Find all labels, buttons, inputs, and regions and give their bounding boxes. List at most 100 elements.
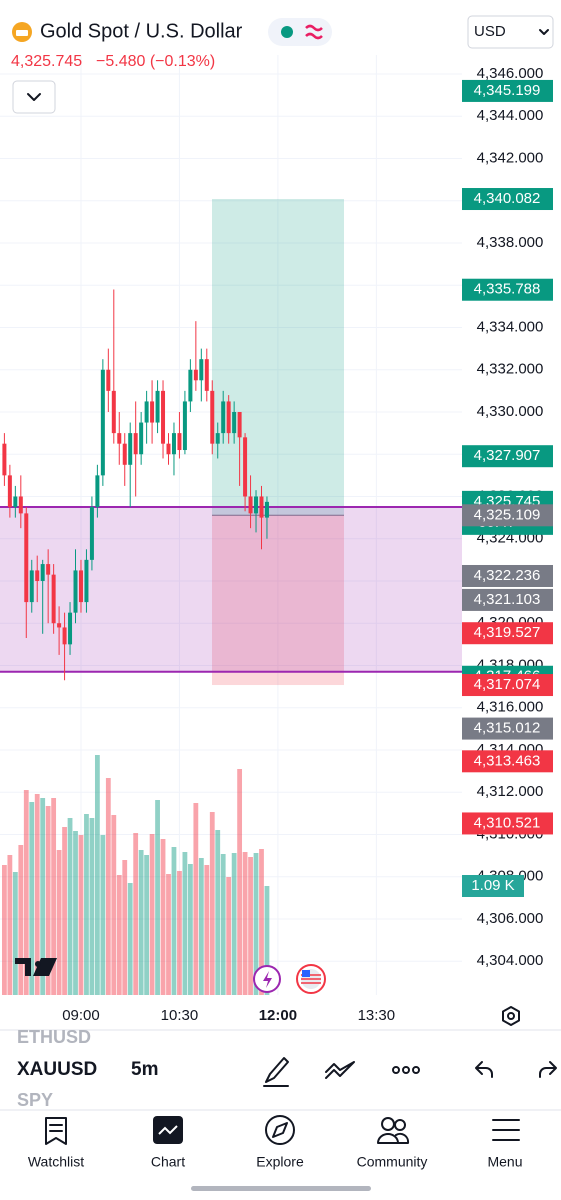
nav-label[interactable]: Menu: [487, 1154, 522, 1170]
volume-bar: [29, 802, 35, 995]
volume-bar: [204, 865, 210, 995]
redo[interactable]: [539, 1061, 557, 1078]
candle-body: [210, 390, 215, 444]
volume-bar: [226, 877, 232, 995]
target-zone: [212, 199, 344, 516]
settings-icon[interactable]: [502, 1006, 520, 1026]
x-tick-label: 12:00: [259, 1007, 297, 1024]
volume-bar: [34, 794, 40, 995]
volume-bar: [177, 871, 182, 995]
volume-bar: [45, 806, 51, 995]
volume-bar: [111, 815, 117, 995]
price-badge-label: 4,321.103: [474, 591, 541, 608]
candle-body: [13, 496, 18, 508]
price-badge: [462, 79, 553, 102]
candle-body: [68, 612, 73, 645]
price-badge-label: 4,340.082: [474, 190, 541, 207]
nav-labels: Watchlist Chart Explore Community Menu: [28, 1154, 523, 1170]
candle-body: [226, 401, 231, 434]
currency-select[interactable]: [467, 15, 554, 49]
symbol-logo-bar: [16, 30, 28, 36]
candle-body: [144, 401, 149, 423]
collapse-button[interactable]: [12, 80, 56, 114]
candle-body: [259, 496, 264, 518]
y-tick-label: 4,306.000: [477, 910, 544, 927]
tradingview-logo: [15, 958, 57, 976]
candle-body: [177, 433, 182, 451]
prev-symbol[interactable]: ETHUSD: [17, 1027, 91, 1047]
price-badge-label: 4,313.463: [474, 752, 541, 769]
price-badge: [462, 504, 553, 527]
candle-body: [133, 433, 138, 455]
candle-body: [24, 513, 29, 603]
nav-label[interactable]: Chart: [151, 1154, 185, 1170]
price-badge: [462, 717, 553, 740]
candle-body: [62, 627, 67, 645]
price-badge: [462, 812, 553, 835]
volume-bar: [67, 818, 73, 995]
candle-body: [254, 496, 259, 514]
candle-body: [264, 501, 269, 518]
candle-body: [89, 507, 94, 560]
gesture-bar: [191, 1186, 371, 1191]
volume-bar: [209, 812, 215, 995]
dot: [402, 1066, 410, 1074]
volume-bar: [89, 818, 95, 995]
symbol-title[interactable]: Gold Spot / U.S. Dollar: [40, 20, 243, 42]
candle-body: [139, 422, 144, 455]
draw-tool[interactable]: [263, 1057, 289, 1087]
nav-label[interactable]: Community: [357, 1154, 428, 1170]
y-tick-label: 4,316.000: [477, 699, 544, 716]
nav-label[interactable]: Watchlist: [28, 1154, 84, 1170]
y-tick-label: 4,312.000: [477, 783, 544, 800]
volume-bar: [18, 845, 24, 995]
volume-bar: [12, 872, 18, 995]
volume-bar: [259, 849, 264, 995]
next-symbol[interactable]: SPY: [17, 1090, 53, 1110]
market-status-dot: [281, 26, 293, 38]
candle-body: [51, 574, 56, 624]
y-tick-label: 4,304.000: [477, 952, 544, 969]
candle-body: [40, 564, 45, 581]
menu-icon: [492, 1119, 520, 1141]
y-tick-label: 4,330.000: [477, 403, 544, 420]
y-tick-label: 4,334.000: [477, 318, 544, 335]
indicators-tool[interactable]: [325, 1061, 355, 1079]
candle-body: [18, 496, 23, 514]
volume-bar: [23, 790, 29, 995]
candle-body: [2, 443, 7, 476]
currency-label: USD: [474, 23, 506, 40]
candle-body: [161, 390, 166, 444]
price-badge-label: 4,317.074: [474, 676, 541, 693]
volume-bar: [127, 883, 133, 995]
candle-body: [128, 433, 133, 465]
nav-label[interactable]: Explore: [256, 1154, 304, 1170]
symbol[interactable]: XAUUSD: [17, 1059, 97, 1080]
candle-body: [215, 433, 220, 444]
price-badge: [462, 564, 553, 587]
price-badge: [462, 278, 553, 301]
dropdown-caret: [539, 29, 549, 35]
delay-icon: [305, 24, 323, 40]
stop-zone: [212, 515, 344, 686]
more-tool[interactable]: [392, 1066, 420, 1074]
volume-bar: [171, 847, 177, 995]
candle-body: [237, 411, 242, 438]
status-pill[interactable]: [268, 18, 332, 46]
volume-bar: [187, 864, 193, 995]
tradingview-logo-dot: [35, 961, 41, 967]
community-icon: [381, 1117, 395, 1131]
price-badge-label: 4,345.199: [474, 82, 541, 99]
price-badge: [462, 445, 553, 468]
candle-body: [171, 433, 176, 455]
y-tick-label: 4,342.000: [477, 149, 544, 166]
interval[interactable]: 5m: [131, 1059, 158, 1080]
undo[interactable]: [475, 1061, 493, 1078]
volume-bar: [122, 860, 128, 995]
candle-body: [35, 570, 40, 581]
candle-body: [188, 369, 193, 402]
price-badge: [462, 622, 553, 645]
volume-bar: [166, 874, 171, 995]
